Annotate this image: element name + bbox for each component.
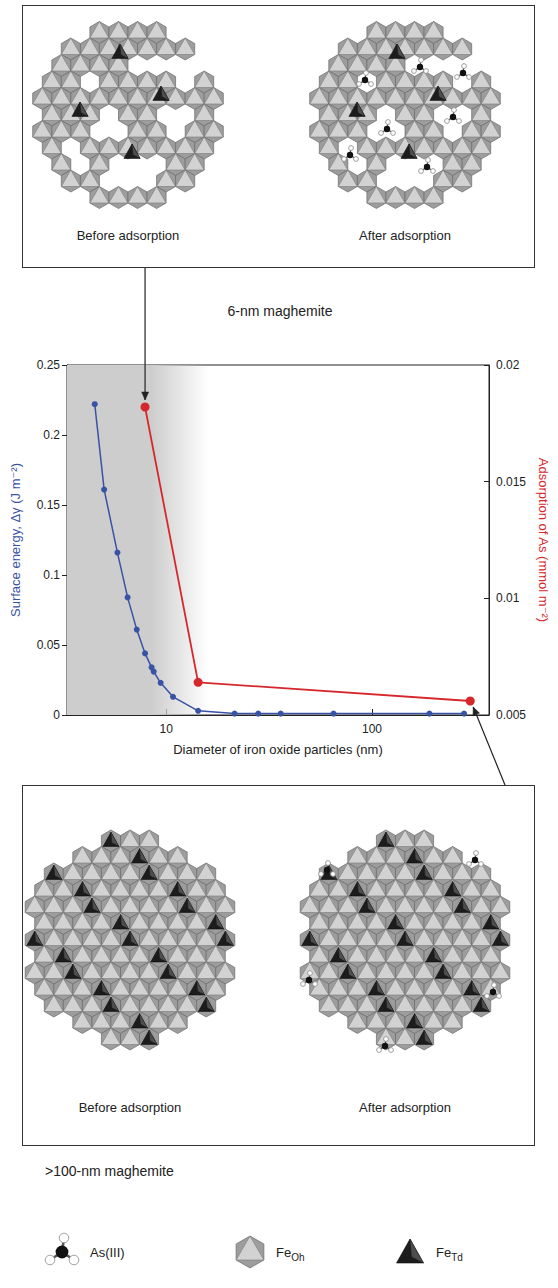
svg-text:0.2: 0.2: [43, 428, 60, 442]
svg-text:Adsorption of As (mmol m⁻²): Adsorption of As (mmol m⁻²): [536, 458, 551, 622]
svg-text:0.1: 0.1: [43, 568, 60, 582]
svg-text:After adsorption: After adsorption: [359, 1100, 451, 1115]
svg-text:0.02: 0.02: [496, 358, 520, 372]
svg-text:10: 10: [159, 722, 173, 736]
svg-text:0: 0: [53, 708, 60, 722]
svg-text:0.15: 0.15: [37, 498, 61, 512]
svg-text:As(III): As(III): [90, 1245, 125, 1260]
svg-text:After adsorption: After adsorption: [359, 228, 451, 243]
svg-text:6-nm maghemite: 6-nm maghemite: [227, 303, 332, 319]
svg-text:0.005: 0.005: [496, 708, 526, 722]
svg-text:0.05: 0.05: [37, 638, 61, 652]
svg-text:FeOh: FeOh: [276, 1245, 305, 1263]
svg-text:100: 100: [362, 722, 382, 736]
svg-text:Diameter of iron oxide particl: Diameter of iron oxide particles (nm): [173, 742, 383, 757]
svg-text:>100-nm maghemite: >100-nm maghemite: [45, 1163, 174, 1179]
svg-text:Before adsorption: Before adsorption: [77, 228, 180, 243]
svg-text:0.01: 0.01: [496, 591, 520, 605]
svg-text:Before adsorption: Before adsorption: [79, 1100, 182, 1115]
svg-text:0.015: 0.015: [496, 475, 526, 489]
svg-text:0.25: 0.25: [37, 358, 61, 372]
svg-text:FeTd: FeTd: [436, 1245, 463, 1263]
svg-text:Surface energy, Δγ (J m⁻²): Surface energy, Δγ (J m⁻²): [8, 463, 23, 617]
